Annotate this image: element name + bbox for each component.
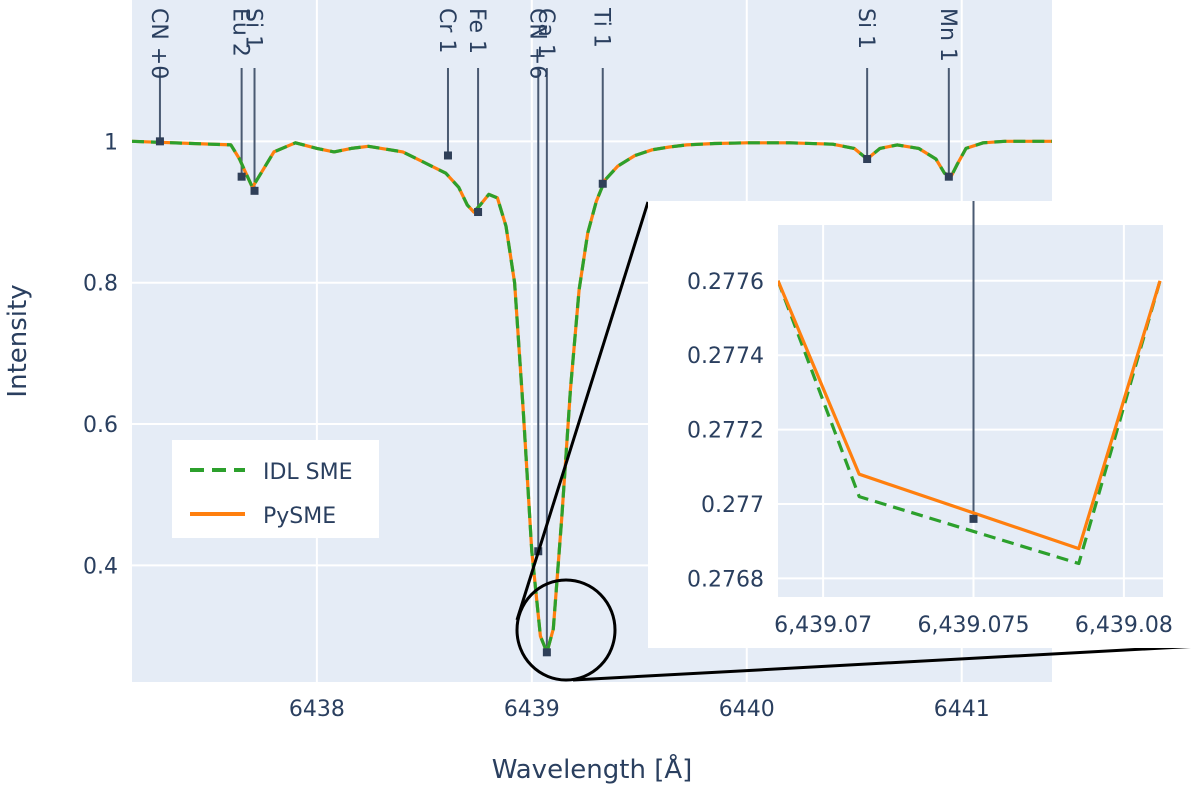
inset-plot-area xyxy=(778,225,1163,597)
main-line-marker-label: CN +6 xyxy=(524,8,549,79)
inset-y-tick-label: 0.277 xyxy=(701,493,764,518)
main-x-tick-label: 6441 xyxy=(934,697,990,722)
inset-y-tick-label: 0.2776 xyxy=(687,270,764,295)
main-line-marker-label: Si 1 xyxy=(241,8,266,49)
inset-y-tick-label: 0.2768 xyxy=(687,567,764,592)
main-line-marker-point xyxy=(474,208,483,217)
inset-series xyxy=(778,280,1162,566)
main-line-marker-point xyxy=(155,137,164,146)
main-line-marker-point xyxy=(237,172,246,181)
inset-series-pysme xyxy=(778,280,1162,551)
main-series xyxy=(132,139,1052,654)
main-line-marker-point xyxy=(944,172,953,181)
legend-label-idl-sme: IDL SME xyxy=(263,460,353,485)
main-line-marker-label: Fe 1 xyxy=(464,8,489,54)
inset-x-tick-label: 6,439.07 xyxy=(774,613,872,638)
zoom-connector-bottom xyxy=(572,644,1200,682)
inset-series-idl-sme xyxy=(778,280,1162,566)
main-line-marker-label: Ti 1 xyxy=(589,7,614,48)
inset-x-ticks: 6,439.07 6,439.075 6,439.08 xyxy=(774,613,1173,638)
main-x-tick-label: 6439 xyxy=(504,697,560,722)
legend: IDL SME PySME xyxy=(172,440,379,538)
main-y-tick-label: 0.4 xyxy=(83,554,118,579)
main-y-tick-label: 0.6 xyxy=(83,413,118,438)
main-line-markers: CN +0 Eu 2Si 1 Cr 1 Fe 1 CN +6Ca 1 Ti 1 Si 1 Mn… xyxy=(146,7,960,657)
y-axis-label: Intensity xyxy=(3,284,33,397)
inset-x-tick-label: 6,439.075 xyxy=(918,613,1030,638)
main-line-marker-point xyxy=(250,186,259,195)
main-x-tick-label: 6438 xyxy=(289,697,345,722)
main-x-ticks: 6438 6439 6440 6441 xyxy=(289,697,990,722)
main-line-marker-point xyxy=(443,151,452,160)
zoom-connector-top xyxy=(515,201,650,621)
main-line-marker-point xyxy=(542,648,551,657)
main-line-marker-label: Ca 1 xyxy=(533,8,558,58)
main-y-tick-label: 0.8 xyxy=(83,272,118,297)
main-x-tick-label: 6440 xyxy=(719,697,775,722)
inset-line-markers xyxy=(969,514,978,523)
main-line-marker-stems xyxy=(158,68,950,653)
main-series-idl-sme xyxy=(132,139,1052,654)
main-line-marker-label: Si 1 xyxy=(853,8,878,49)
x-axis-label: Wavelength [Å] xyxy=(492,753,693,785)
main-y-ticks: 0.4 0.6 0.8 1 xyxy=(83,130,118,579)
main-line-marker-label: CN +0 xyxy=(146,8,171,79)
main-line-marker-label: Mn 1 xyxy=(935,8,960,62)
inset-y-tick-label: 0.2772 xyxy=(687,419,764,444)
main-y-tick-label: 1 xyxy=(104,130,118,155)
legend-box xyxy=(172,440,379,538)
inset-line-marker-point xyxy=(969,514,978,523)
legend-label-pysme: PySME xyxy=(263,504,336,529)
main-line-marker-label: Cr 1 xyxy=(434,8,459,53)
main-line-marker-label: Eu 2 xyxy=(228,8,253,57)
main-line-marker-point xyxy=(598,179,607,188)
main-line-marker-point xyxy=(863,155,872,164)
inset-y-ticks: 0.2768 0.277 0.2772 0.2774 0.2776 xyxy=(687,270,764,593)
inset-x-tick-label: 6,439.08 xyxy=(1075,613,1173,638)
zoom-indicator xyxy=(515,201,1200,682)
zoom-circle xyxy=(515,578,617,682)
inset-grid xyxy=(778,225,1163,597)
inset-y-tick-label: 0.2774 xyxy=(687,344,764,369)
